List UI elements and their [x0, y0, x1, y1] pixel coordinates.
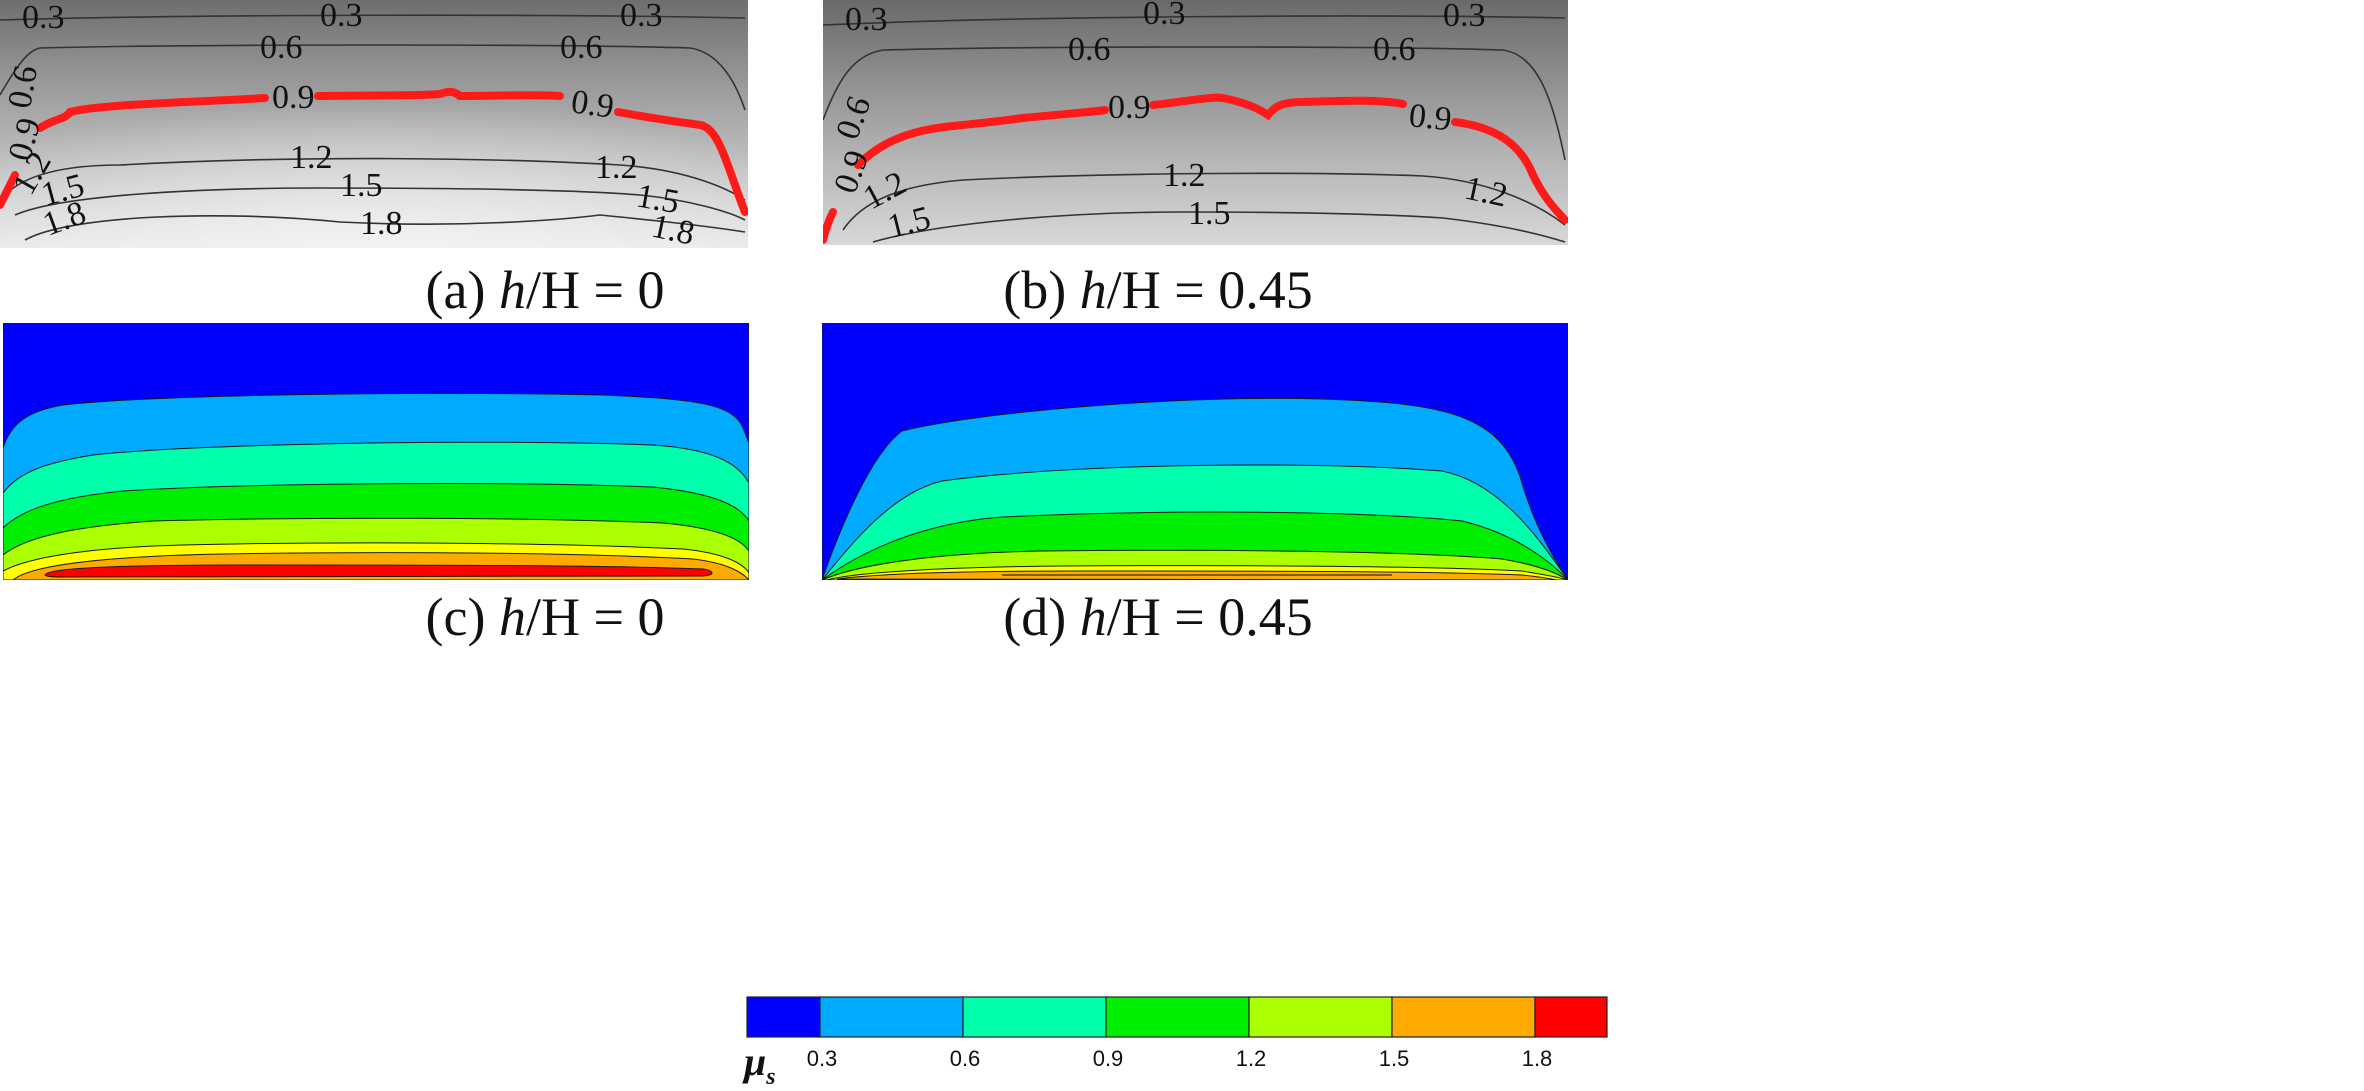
panel-b-contour-1.5 [872, 211, 1566, 243]
label-a-3: 0.6 [260, 29, 303, 66]
label-b-2: 0.3 [1443, 0, 1486, 34]
panel-b-contour-1.2 [842, 172, 1566, 231]
colorbar-segment-1 [819, 996, 964, 1038]
panel-a-contour-map: 0.3 0.3 0.3 0.6 0.6 0.6 0.9 0.9 0.9 1.2 … [0, 0, 748, 248]
panel-a-glow [0, 0, 748, 248]
colorbar-tick-4: 1.5 [1378, 1046, 1410, 1071]
caption-d-rest: /H = 0.45 [1106, 587, 1313, 647]
colorbar-segment-5 [1391, 996, 1536, 1038]
caption-c-var: h [498, 587, 526, 647]
panel-a-svg: 0.3 0.3 0.3 0.6 0.6 0.6 0.9 0.9 0.9 1.2 … [0, 0, 748, 248]
colorbar-segment-2 [962, 996, 1107, 1038]
caption-d: (d) h/H = 0.45 [568, 590, 1748, 644]
panel-b-contour-0.6 [823, 46, 1566, 161]
label-a-2: 0.3 [620, 0, 663, 34]
colorbar-tick-3: 1.2 [1235, 1046, 1267, 1071]
panel-d-svg [822, 323, 1568, 580]
label-b-1: 0.3 [1143, 0, 1186, 32]
label-a-1: 0.3 [320, 0, 363, 34]
colorbar-tick-2: 0.9 [1092, 1046, 1124, 1071]
panel-b-contour-0.3 [823, 15, 1566, 26]
panel-a-contour-labels: 0.3 0.3 0.3 0.6 0.6 0.6 0.9 0.9 0.9 1.2 … [1, 0, 697, 248]
label-b-13: 1.5 [884, 200, 934, 245]
caption-d-var: h [1079, 587, 1107, 647]
panel-b-background [823, 0, 1568, 245]
label-a-13: 1.5 [634, 177, 682, 221]
caption-d-prefix: (d) [1003, 587, 1080, 647]
colorbar-symbol: μs [744, 1038, 776, 1091]
label-a-5: 0.6 [1, 63, 45, 111]
colorbar-symbol-mu: μ [744, 1039, 767, 1084]
panel-c-color-contour [3, 323, 749, 580]
panel-a-contour-1.5 [14, 187, 746, 221]
label-a-10: 1.2 [595, 149, 638, 186]
caption-c-prefix: (c) [425, 587, 499, 647]
panel-a-contour-0.6 [0, 44, 746, 111]
label-a-6: 0.9 [272, 79, 315, 116]
colorbar-segment-0 [746, 996, 821, 1038]
panel-b-highlight-0.9-contour [823, 93, 1568, 244]
panel-c-svg [3, 323, 749, 580]
label-b-0: 0.3 [845, 1, 888, 38]
panel-a-contour-0.3 [0, 14, 746, 21]
colorbar-segment-3 [1105, 996, 1250, 1038]
colorbar-segment-6 [1534, 996, 1608, 1038]
caption-b-var: h [1079, 260, 1107, 320]
caption-a-var: h [498, 260, 526, 320]
caption-b: (b) h/H = 0.45 [568, 263, 1748, 317]
colorbar-symbol-sub: s [766, 1064, 776, 1090]
label-b-10: 1.2 [1461, 170, 1510, 215]
colorbar-segment-4 [1248, 996, 1393, 1038]
caption-b-prefix: (b) [1003, 260, 1080, 320]
panel-d-color-contour [822, 323, 1568, 580]
label-b-6: 0.9 [1108, 89, 1151, 126]
panel-a-contour-1.8 [24, 214, 746, 241]
label-b-9: 1.2 [1163, 157, 1206, 194]
colorbar [746, 996, 1608, 1038]
caption-a-rest: /H = 0 [525, 260, 665, 320]
label-a-9: 1.2 [290, 139, 333, 176]
label-a-12: 1.5 [340, 167, 383, 204]
panel-b-contour-map: 0.3 0.3 0.3 0.6 0.6 0.6 0.9 0.9 0.9 1.2 … [823, 0, 1568, 245]
label-a-7: 0.9 [569, 83, 616, 126]
label-a-0: 0.3 [22, 0, 65, 36]
colorbar-tick-0: 0.3 [806, 1046, 838, 1071]
label-a-16: 1.8 [648, 208, 697, 248]
panel-a-highlight-0.9-contour [0, 87, 748, 216]
colorbar-tick-1: 0.6 [949, 1046, 981, 1071]
label-a-4: 0.6 [560, 29, 603, 66]
caption-b-rest: /H = 0.45 [1106, 260, 1313, 320]
colorbar-svg [746, 996, 1608, 1038]
label-b-4: 0.6 [1373, 31, 1416, 68]
caption-c-rest: /H = 0 [525, 587, 665, 647]
label-a-15: 1.8 [360, 205, 403, 242]
label-b-12: 1.5 [1188, 195, 1231, 232]
label-b-7: 0.9 [1407, 97, 1453, 138]
caption-a: (a) h/H = 0 [0, 263, 1135, 317]
caption-a-prefix: (a) [425, 260, 499, 320]
panel-a-contour-1.2 [4, 157, 746, 201]
panel-b-svg: 0.3 0.3 0.3 0.6 0.6 0.6 0.9 0.9 0.9 1.2 … [823, 0, 1568, 245]
band-c-7 [44, 564, 713, 578]
caption-c: (c) h/H = 0 [0, 590, 1135, 644]
colorbar-tick-5: 1.8 [1521, 1046, 1553, 1071]
label-b-3: 0.6 [1068, 31, 1111, 68]
